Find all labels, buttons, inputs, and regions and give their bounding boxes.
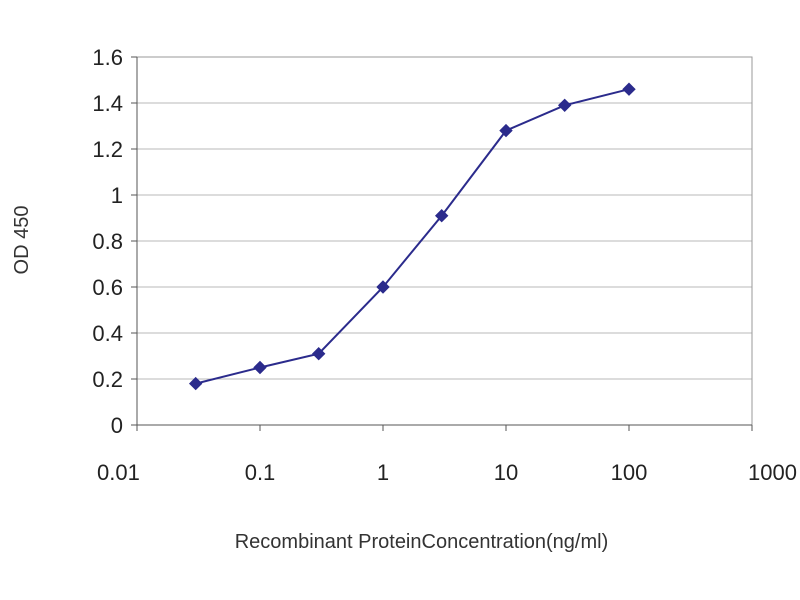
x-tick-label: 1000: [748, 460, 797, 485]
data-point-marker: [622, 82, 636, 96]
axes: [131, 56, 753, 431]
x-tick-label: 100: [611, 460, 648, 485]
y-tick-label: 0.8: [92, 229, 123, 254]
y-tick-labels: 0 0.2 0.4 0.6 0.8 1 1.2 1.4 1.6: [92, 45, 123, 438]
data-point-marker: [253, 360, 267, 375]
data-point-marker: [311, 346, 326, 361]
y-tick-label: 1.2: [92, 137, 123, 162]
data-point-marker: [499, 123, 513, 138]
y-tick-label: 0: [111, 413, 123, 438]
x-tick-label: 0.1: [245, 460, 276, 485]
y-tick-label: 1: [111, 183, 123, 208]
grid-lines: [137, 56, 752, 380]
y-tick-label: 0.2: [92, 367, 123, 392]
x-axis-title: Recombinant ProteinConcentration(ng/ml): [235, 531, 609, 553]
x-tick-label: 1: [377, 460, 389, 485]
y-tick-label: 0.4: [92, 321, 123, 346]
x-tick-label: 10: [494, 460, 518, 485]
y-tick-label: 1.4: [92, 91, 123, 116]
series-line: [195, 88, 630, 385]
y-tick-label: 0.6: [92, 275, 123, 300]
x-tick-labels: 0.01 0.1 1 10 100 1000: [97, 460, 797, 485]
data-point-marker: [434, 208, 449, 223]
x-tick-label: 0.01: [97, 460, 140, 485]
data-point-marker: [376, 280, 390, 294]
y-axis-title: OD 450: [11, 206, 33, 275]
y-tick-label: 1.6: [92, 45, 123, 70]
data-point-marker: [188, 376, 203, 391]
data-point-marker: [557, 98, 572, 113]
data-series: [188, 82, 636, 391]
